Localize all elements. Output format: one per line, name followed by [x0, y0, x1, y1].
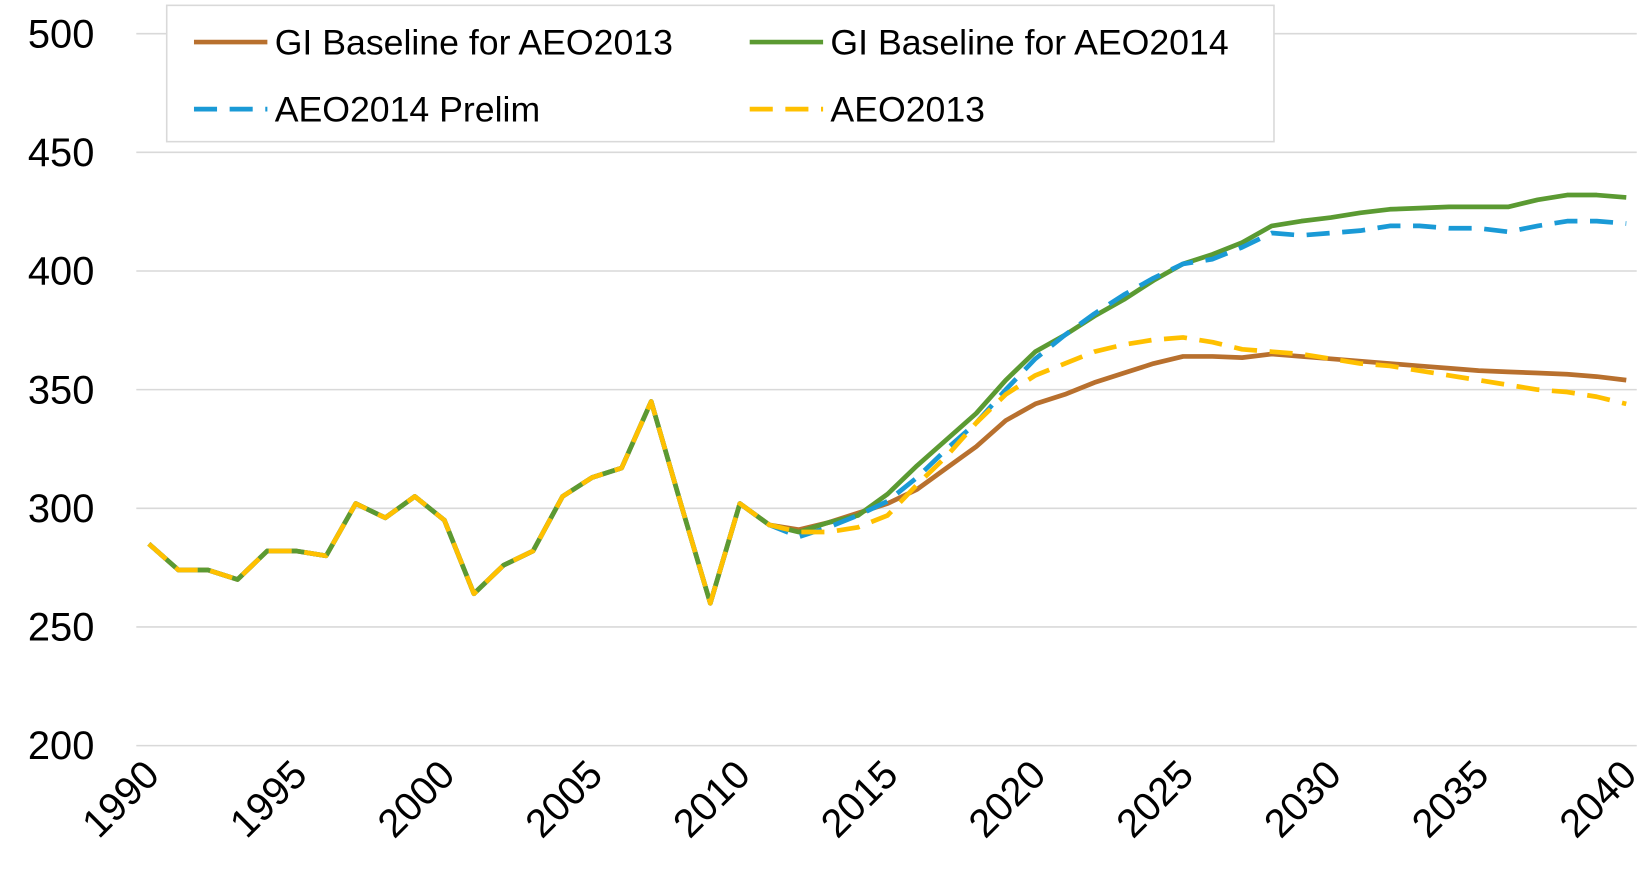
series-line: [147, 192, 1627, 606]
series-line: [147, 351, 1627, 606]
x-tick-label: 2015: [813, 752, 907, 846]
y-tick-label: 200: [28, 724, 94, 768]
y-tick-label: 350: [28, 368, 94, 412]
legend-label: GI Baseline for AEO2014: [830, 23, 1228, 63]
x-tick-label: 2035: [1404, 752, 1498, 846]
y-tick-label: 300: [28, 487, 94, 531]
legend-label: GI Baseline for AEO2013: [275, 23, 673, 63]
x-tick-label: 2025: [1108, 752, 1202, 846]
series-line: [147, 218, 1627, 606]
legend-box: [165, 4, 1275, 143]
x-tick-label: 1995: [222, 752, 316, 846]
y-tick-label: 450: [28, 131, 94, 175]
x-tick-label: 2010: [665, 752, 759, 846]
legend-label: AEO2013: [830, 90, 985, 130]
x-tick-label: 2005: [517, 752, 611, 846]
x-tick-label: 2020: [960, 752, 1054, 846]
series-line: [147, 335, 1627, 606]
y-tick-label: 500: [28, 12, 94, 56]
x-tick-label: 2000: [370, 752, 464, 846]
legend-label: AEO2014 Prelim: [275, 90, 540, 130]
y-tick-label: 400: [28, 250, 94, 294]
x-tick-label: 2040: [1551, 752, 1642, 846]
y-tick-label: 250: [28, 606, 94, 650]
x-tick-label: 2030: [1256, 752, 1350, 846]
